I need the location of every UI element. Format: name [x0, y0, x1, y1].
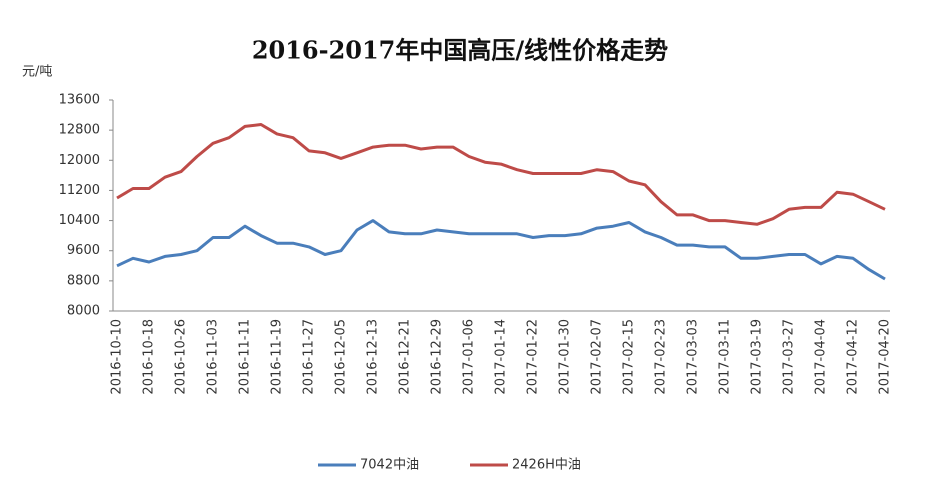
y-tick-label: 13600 [59, 93, 100, 108]
x-tick-label: 2017-03-27 [782, 319, 797, 395]
x-tick-label: 2016-11-19 [270, 319, 285, 395]
data-line [116, 123, 886, 226]
y-tick-label: 12000 [59, 153, 100, 168]
y-tick-label: 11200 [59, 183, 100, 198]
x-tick-label: 2017-03-11 [718, 319, 733, 395]
y-tick-label: 12800 [59, 123, 100, 138]
x-tick-label: 2017-03-03 [686, 319, 701, 395]
y-tick-label: 9600 [67, 243, 100, 258]
x-tick-label: 2017-04-04 [814, 319, 829, 395]
x-tick-label: 2017-02-07 [590, 319, 605, 395]
x-tick-label: 2017-02-23 [654, 319, 669, 395]
x-tick-label: 2017-01-06 [462, 319, 477, 395]
x-tick-label: 2016-12-13 [366, 319, 381, 395]
x-tick-label: 2016-10-26 [174, 319, 189, 395]
x-tick-label: 2017-04-12 [846, 319, 861, 395]
x-tick-label: 2016-11-11 [238, 319, 253, 395]
x-tick-label: 2017-01-22 [526, 319, 541, 395]
x-tick-label: 2017-04-20 [878, 319, 893, 395]
x-tick-label: 2016-10-18 [142, 319, 157, 395]
x-tick-label: 2017-01-30 [558, 319, 573, 395]
legend-label: 2426H中油 [512, 458, 581, 473]
x-tick-label: 2016-11-03 [206, 319, 221, 395]
x-tick-label: 2017-01-14 [494, 319, 509, 395]
x-tick-label: 2016-12-21 [398, 319, 413, 395]
x-tick-label: 2017-03-19 [750, 319, 765, 395]
x-tick-label: 2016-11-27 [302, 319, 317, 395]
data-line [116, 219, 886, 281]
y-tick-label: 8000 [67, 304, 100, 319]
y-tick-label: 8800 [67, 273, 100, 288]
x-tick-label: 2016-12-29 [430, 319, 445, 395]
y-axis-label: 元/吨 [22, 65, 52, 80]
y-tick-label: 10400 [59, 213, 100, 228]
x-tick-label: 2016-10-10 [110, 319, 125, 395]
x-tick-label: 2016-12-05 [334, 319, 349, 395]
x-tick-label: 2017-02-15 [622, 319, 637, 395]
chart-title: 2016-2017年中国高压/线性价格走势 [252, 36, 668, 65]
legend-label: 7042中油 [360, 458, 419, 473]
